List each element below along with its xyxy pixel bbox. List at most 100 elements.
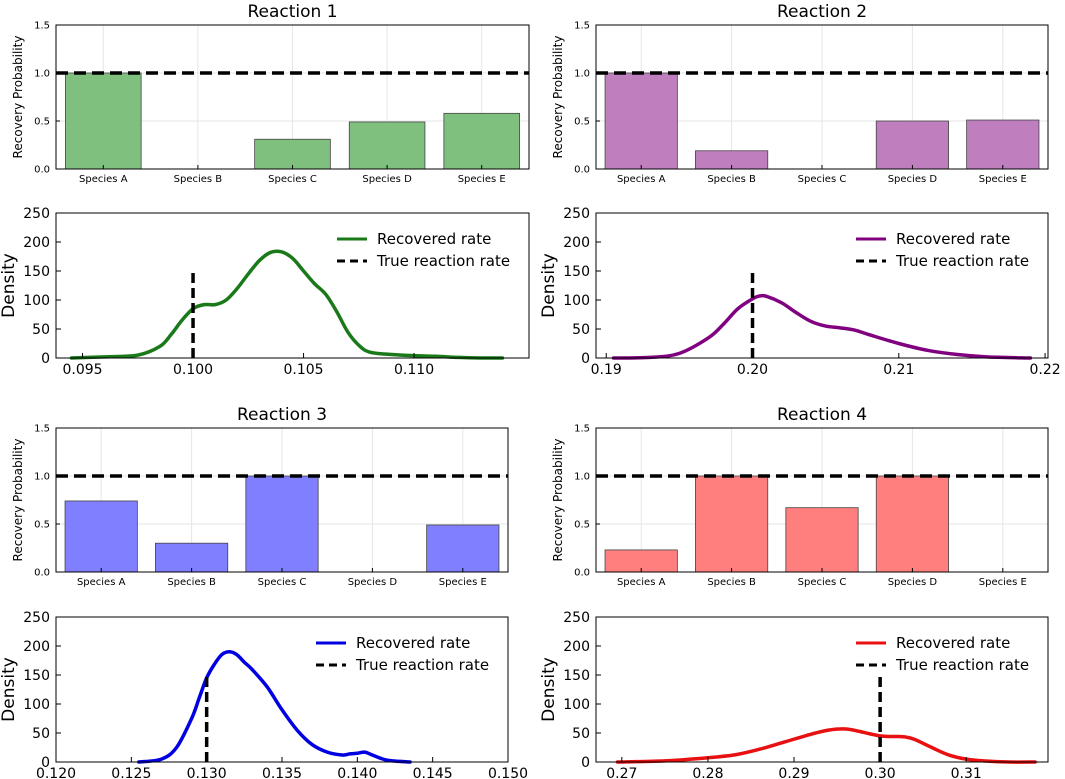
x-tick-label: Species B: [707, 174, 756, 185]
density-chart-3: 0 50 100 150 200 250 0.120 0.125 0.130 0.135 0.140…: [0, 610, 528, 779]
y-tick-label: 0.0: [34, 165, 50, 176]
y-tick-label: 100: [563, 293, 590, 309]
y-tick-label: 1.0: [34, 69, 50, 80]
y-tick-label: 150: [23, 264, 50, 280]
y-axis-label: Recovery Probability: [11, 439, 25, 562]
x-tick-label: Species B: [707, 577, 756, 588]
x-tick-label: 0.150: [488, 766, 528, 779]
x-tick-label: 0.31: [951, 766, 982, 779]
bar: [604, 72, 678, 170]
bar: [966, 119, 1040, 170]
y-tick-label: 0.5: [34, 117, 50, 128]
x-tick-label: 0.27: [606, 766, 637, 779]
y-tick-label: 250: [563, 610, 590, 626]
legend-label-recovered: Recovered rate: [377, 230, 491, 248]
x-tick-label: Species E: [439, 577, 487, 588]
y-tick-label: 1.0: [574, 69, 590, 80]
y-tick-label: 200: [563, 639, 590, 655]
y-tick-label: 0: [41, 351, 50, 367]
legend: Recovered rate True reaction rate: [337, 230, 510, 270]
bar-chart-2: 0.0 0.5 1.0 1.5 Species A Species B Species C S…: [551, 2, 1049, 185]
y-tick-label: 1.0: [574, 472, 590, 483]
x-tick-label: Species A: [617, 174, 666, 185]
bar: [254, 138, 331, 170]
y-tick-label: 250: [563, 206, 590, 222]
y-tick-label: 1.5: [574, 21, 590, 32]
y-tick-label: 100: [563, 697, 590, 713]
density-chart-1: 0 50 100 150 200 250 0.095 0.100 0.105 0.110 Densi…: [0, 206, 530, 378]
x-tick-label: 0.125: [111, 766, 151, 779]
density-chart-2: 0 50 100 150 200 250 0.19 0.20 0.21 0.22 Density Re…: [539, 206, 1061, 378]
x-tick-label: 0.105: [284, 362, 324, 378]
x-tick-label: 0.120: [36, 766, 76, 779]
x-tick-label: Species D: [888, 577, 938, 588]
density-curve: [615, 727, 1037, 764]
axes-frame: [55, 212, 530, 359]
y-axis-label: Recovery Probability: [551, 36, 565, 159]
y-axis-label: Recovery Probability: [551, 439, 565, 562]
x-tick-label: 0.30: [865, 766, 896, 779]
bar: [443, 112, 520, 170]
y-tick-label: 150: [563, 264, 590, 280]
axes-frame: [595, 212, 1049, 359]
y-tick-label: 200: [23, 639, 50, 655]
x-tick-label: Species C: [798, 577, 847, 588]
axes-frame: [595, 616, 1049, 763]
x-tick-label: 0.22: [1029, 362, 1060, 378]
bar: [155, 542, 229, 573]
x-tick-label: Species A: [79, 174, 128, 185]
legend: Recovered rate True reaction rate: [856, 634, 1029, 674]
bar: [426, 524, 500, 573]
x-tick-label: 0.095: [62, 362, 102, 378]
density-chart-4: 0 50 100 150 200 250 0.27 0.28 0.29 0.30 0.31 Densi…: [539, 610, 1049, 779]
bar: [695, 475, 769, 573]
x-tick-label: 0.100: [173, 362, 213, 378]
density-curve: [137, 650, 412, 764]
bar: [64, 500, 138, 573]
y-tick-label: 50: [572, 322, 590, 338]
legend-label-recovered: Recovered rate: [356, 634, 470, 652]
bar: [875, 120, 949, 170]
y-tick-label: 1.5: [34, 21, 50, 32]
y-tick-label: 0.5: [574, 520, 590, 531]
x-tick-label: Species E: [458, 174, 506, 185]
x-tick-label: Species D: [348, 577, 398, 588]
y-tick-label: 100: [23, 293, 50, 309]
chart-title: Reaction 4: [777, 405, 867, 425]
x-tick-label: 0.130: [187, 766, 227, 779]
chart-title: Reaction 3: [237, 405, 327, 425]
x-tick-label: Species D: [362, 174, 412, 185]
x-tick-label: 0.28: [692, 766, 723, 779]
legend-label-true: True reaction rate: [355, 656, 489, 674]
x-tick-label: 0.29: [778, 766, 809, 779]
legend-label-recovered: Recovered rate: [896, 230, 1010, 248]
y-axis-label: Density: [539, 657, 559, 722]
y-tick-label: 0: [581, 755, 590, 771]
x-tick-label: 0.21: [883, 362, 914, 378]
x-tick-label: Species A: [77, 577, 126, 588]
y-tick-label: 0.0: [574, 568, 590, 579]
bar: [245, 475, 319, 573]
y-axis-label: Density: [0, 253, 19, 318]
density-curve: [69, 249, 505, 360]
legend-label-recovered: Recovered rate: [896, 634, 1010, 652]
bar: [875, 475, 949, 573]
legend-label-true: True reaction rate: [895, 252, 1029, 270]
x-tick-label: Species C: [268, 174, 317, 185]
bar: [348, 121, 426, 170]
x-tick-label: Species C: [258, 577, 307, 588]
bar-chart-1: 0.0 0.5 1.0 1.5 Species A Species B Species C S…: [11, 2, 530, 185]
y-tick-label: 150: [23, 668, 50, 684]
y-tick-label: 0: [41, 755, 50, 771]
y-axis-label: Density: [539, 253, 559, 318]
y-tick-label: 0.5: [34, 520, 50, 531]
y-tick-label: 150: [563, 668, 590, 684]
x-tick-label: 0.145: [413, 766, 453, 779]
y-tick-label: 1.0: [34, 472, 50, 483]
bar: [785, 507, 859, 573]
y-tick-label: 50: [572, 726, 590, 742]
legend: Recovered rate True reaction rate: [856, 230, 1029, 270]
y-axis-label: Recovery Probability: [11, 36, 25, 159]
x-tick-label: 0.19: [591, 362, 622, 378]
y-tick-label: 1.5: [34, 424, 50, 435]
